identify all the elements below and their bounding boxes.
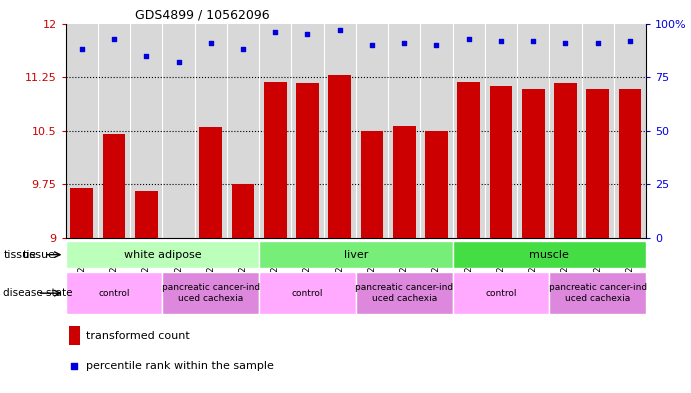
Bar — [490, 86, 512, 238]
Bar — [231, 184, 254, 238]
Bar — [135, 191, 158, 238]
Point — [528, 38, 539, 44]
Text: percentile rank within the sample: percentile rank within the sample — [86, 362, 274, 371]
Point — [108, 35, 120, 42]
Bar — [453, 241, 646, 268]
Bar — [554, 83, 577, 238]
Bar — [618, 89, 641, 238]
Text: pancreatic cancer-ind
uced cachexia: pancreatic cancer-ind uced cachexia — [549, 283, 647, 303]
Bar — [549, 272, 646, 314]
Bar — [425, 130, 448, 238]
Bar — [457, 82, 480, 238]
Bar — [453, 272, 549, 314]
Bar — [70, 188, 93, 238]
Bar — [361, 130, 384, 238]
Bar — [162, 272, 259, 314]
Point — [592, 40, 603, 46]
Point — [431, 42, 442, 48]
Bar — [356, 272, 453, 314]
Bar — [259, 241, 453, 268]
Bar — [200, 127, 222, 238]
Text: control: control — [98, 289, 130, 298]
Text: control: control — [485, 289, 517, 298]
Point — [334, 27, 346, 33]
Point — [625, 38, 636, 44]
Text: muscle: muscle — [529, 250, 569, 260]
Bar — [522, 89, 545, 238]
Text: tissue: tissue — [3, 250, 37, 260]
Point — [495, 38, 507, 44]
Text: control: control — [292, 289, 323, 298]
Text: tissue: tissue — [22, 250, 55, 260]
Point — [76, 46, 87, 52]
Text: transformed count: transformed count — [86, 331, 190, 342]
Bar — [393, 126, 415, 238]
Text: disease state: disease state — [3, 288, 73, 298]
Bar — [69, 326, 80, 345]
Point — [238, 46, 249, 52]
Point — [463, 35, 474, 42]
Point — [302, 31, 313, 37]
Point — [399, 40, 410, 46]
Bar — [259, 272, 356, 314]
Text: liver: liver — [343, 250, 368, 260]
Bar — [66, 272, 162, 314]
Bar — [587, 89, 609, 238]
Bar — [103, 134, 125, 238]
Bar — [264, 82, 287, 238]
Bar — [66, 241, 259, 268]
Point — [560, 40, 571, 46]
Point — [366, 42, 377, 48]
Text: white adipose: white adipose — [124, 250, 201, 260]
Bar — [296, 83, 319, 238]
Text: pancreatic cancer-ind
uced cachexia: pancreatic cancer-ind uced cachexia — [355, 283, 453, 303]
Point — [205, 40, 216, 46]
Point — [269, 29, 281, 35]
Point — [173, 59, 184, 65]
Bar — [328, 75, 351, 238]
Text: pancreatic cancer-ind
uced cachexia: pancreatic cancer-ind uced cachexia — [162, 283, 260, 303]
Text: GDS4899 / 10562096: GDS4899 / 10562096 — [135, 8, 270, 21]
Point — [68, 363, 79, 369]
Point — [141, 53, 152, 59]
